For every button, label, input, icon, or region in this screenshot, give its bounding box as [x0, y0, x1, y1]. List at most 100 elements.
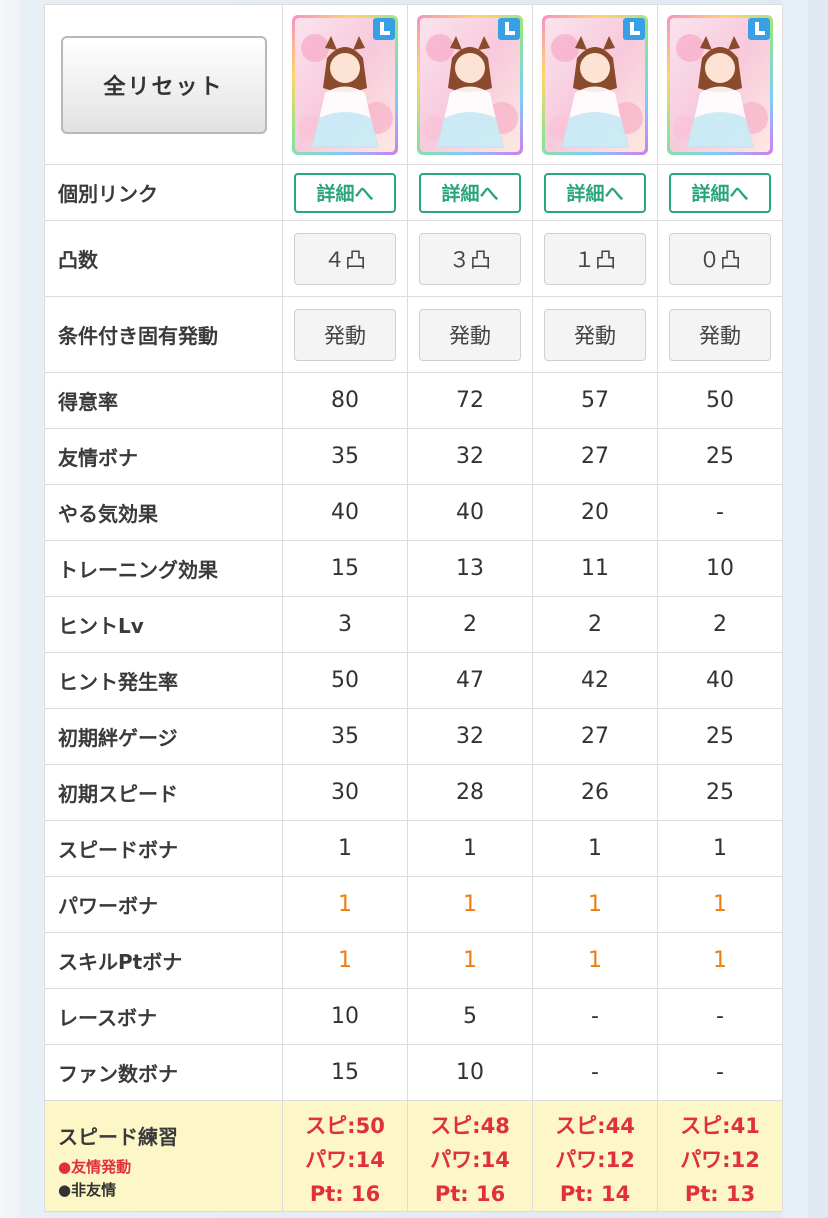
stat-value: 25: [657, 708, 783, 765]
stat-value: 20: [532, 484, 658, 541]
card-header-row: 全リセット: [44, 4, 783, 165]
stat-value: 2: [657, 596, 783, 653]
stat-value: 1: [407, 932, 533, 989]
limit-break-select[interactable]: ０凸: [669, 232, 771, 285]
card-illustration: [295, 17, 395, 152]
stat-label: レースボナ: [44, 988, 283, 1045]
row-label: 個別リンク: [44, 164, 283, 221]
card-illustration-icon: [420, 17, 520, 152]
stat-value: 40: [282, 484, 408, 541]
stat-value: 10: [282, 988, 408, 1045]
training-value-cell: スピ:48 パワ:14 Pt: 16: [407, 1100, 533, 1212]
unique-activate-toggle[interactable]: 発動: [419, 308, 521, 361]
stat-value: 30: [282, 764, 408, 821]
card-type-badge-icon: [748, 17, 770, 40]
left-margin-strip: [20, 0, 44, 1218]
right-margin-strip: [782, 0, 808, 1218]
training-value-cell: スピ:50 パワ:14 Pt: 16: [282, 1100, 408, 1212]
stat-value: 47: [407, 652, 533, 709]
stat-value: -: [532, 1044, 658, 1101]
stat-value: 57: [532, 372, 658, 429]
stat-value: 26: [532, 764, 658, 821]
training-power-value: パワ:12: [680, 1148, 760, 1172]
training-speed-value: スピ:48: [430, 1114, 510, 1138]
stat-value: 5: [407, 988, 533, 1045]
training-power-value: パワ:14: [305, 1148, 385, 1172]
limit-break-select[interactable]: １凸: [544, 232, 646, 285]
stat-value: 1: [657, 932, 783, 989]
stat-value: 27: [532, 428, 658, 485]
stat-row: レースボナ 10 5- -: [44, 988, 783, 1045]
detail-link-button[interactable]: 詳細へ: [669, 172, 771, 213]
legend-nonfriend: ●非友情: [58, 1181, 117, 1199]
card-illustration: [545, 17, 645, 152]
stat-label: スピードボナ: [44, 820, 283, 877]
reset-all-button[interactable]: 全リセット: [60, 35, 267, 134]
card-illustration: [420, 17, 520, 152]
stat-row: 初期絆ゲージ 35 32 27 25: [44, 708, 783, 765]
detail-link-button[interactable]: 詳細へ: [419, 172, 521, 213]
limit-break-select[interactable]: ３凸: [419, 232, 521, 285]
training-speed-value: スピ:44: [555, 1114, 635, 1138]
support-card-thumbnail[interactable]: [292, 14, 398, 155]
training-power-value: パワ:12: [555, 1148, 635, 1172]
detail-link-button[interactable]: 詳細へ: [294, 172, 396, 213]
unique-activate-toggle[interactable]: 発動: [294, 308, 396, 361]
support-card-thumbnail[interactable]: [667, 14, 773, 155]
stat-row: ヒントLv 3 2 2 2: [44, 596, 783, 653]
card-illustration-icon: [670, 17, 770, 152]
unique-activate-toggle[interactable]: 発動: [669, 308, 771, 361]
card-type-badge-icon: [498, 17, 520, 40]
card-cell: [282, 4, 408, 165]
stat-value: 40: [407, 484, 533, 541]
card-illustration-icon: [295, 17, 395, 152]
training-pt-value: Pt: 14: [559, 1182, 631, 1206]
training-label: スピード練習: [58, 1125, 178, 1149]
support-card-thumbnail[interactable]: [417, 14, 523, 155]
stat-value: 50: [657, 372, 783, 429]
support-card-comparison-table: 全リセット: [44, 4, 783, 1212]
training-speed-value: スピ:41: [680, 1114, 760, 1138]
card-type-badge-icon: [623, 17, 645, 40]
stat-value: 35: [282, 708, 408, 765]
stat-label: ヒント発生率: [44, 652, 283, 709]
unique-activate-toggle[interactable]: 発動: [544, 308, 646, 361]
stat-value: -: [657, 1044, 783, 1101]
detail-link-button[interactable]: 詳細へ: [544, 172, 646, 213]
training-pt-value: Pt: 16: [309, 1182, 381, 1206]
stat-label: トレーニング効果: [44, 540, 283, 597]
stat-value: 28: [407, 764, 533, 821]
stat-value: 1: [657, 820, 783, 877]
stat-value: 32: [407, 428, 533, 485]
training-pt-value: Pt: 13: [684, 1182, 756, 1206]
stat-label: 友情ボナ: [44, 428, 283, 485]
stat-value: 72: [407, 372, 533, 429]
stat-label: パワーボナ: [44, 876, 283, 933]
reset-cell: 全リセット: [44, 4, 283, 165]
stat-row: 初期スピード 30 28 26 25: [44, 764, 783, 821]
stat-row: やる気効果 40 40 20-: [44, 484, 783, 541]
card-cell: [657, 4, 783, 165]
stat-value: 13: [407, 540, 533, 597]
conditional-unique-row: 条件付き固有発動 発動 発動 発動 発動: [44, 296, 783, 373]
training-label-cell: スピード練習 ●友情発動 ●非友情: [44, 1100, 283, 1212]
stat-value: 1: [282, 932, 408, 989]
legend-friend: ●友情発動: [58, 1158, 132, 1176]
support-card-thumbnail[interactable]: [542, 14, 648, 155]
stat-value: 40: [657, 652, 783, 709]
training-row: スピード練習 ●友情発動 ●非友情 スピ:50 パワ:14 Pt: 16 スピ:48 パワ:1…: [44, 1100, 783, 1212]
stat-value: 35: [282, 428, 408, 485]
stat-label: やる気効果: [44, 484, 283, 541]
stat-value: 42: [532, 652, 658, 709]
stat-value: 1: [532, 876, 658, 933]
stat-label: スキルPtボナ: [44, 932, 283, 989]
card-type-badge-icon: [373, 17, 395, 40]
stat-value: 10: [657, 540, 783, 597]
stat-label: 初期絆ゲージ: [44, 708, 283, 765]
limit-break-select[interactable]: ４凸: [294, 232, 396, 285]
stat-value: 1: [407, 876, 533, 933]
stat-value: 80: [282, 372, 408, 429]
stat-row: トレーニング効果 15 13 11 10: [44, 540, 783, 597]
card-illustration: [670, 17, 770, 152]
stat-value: 2: [407, 596, 533, 653]
